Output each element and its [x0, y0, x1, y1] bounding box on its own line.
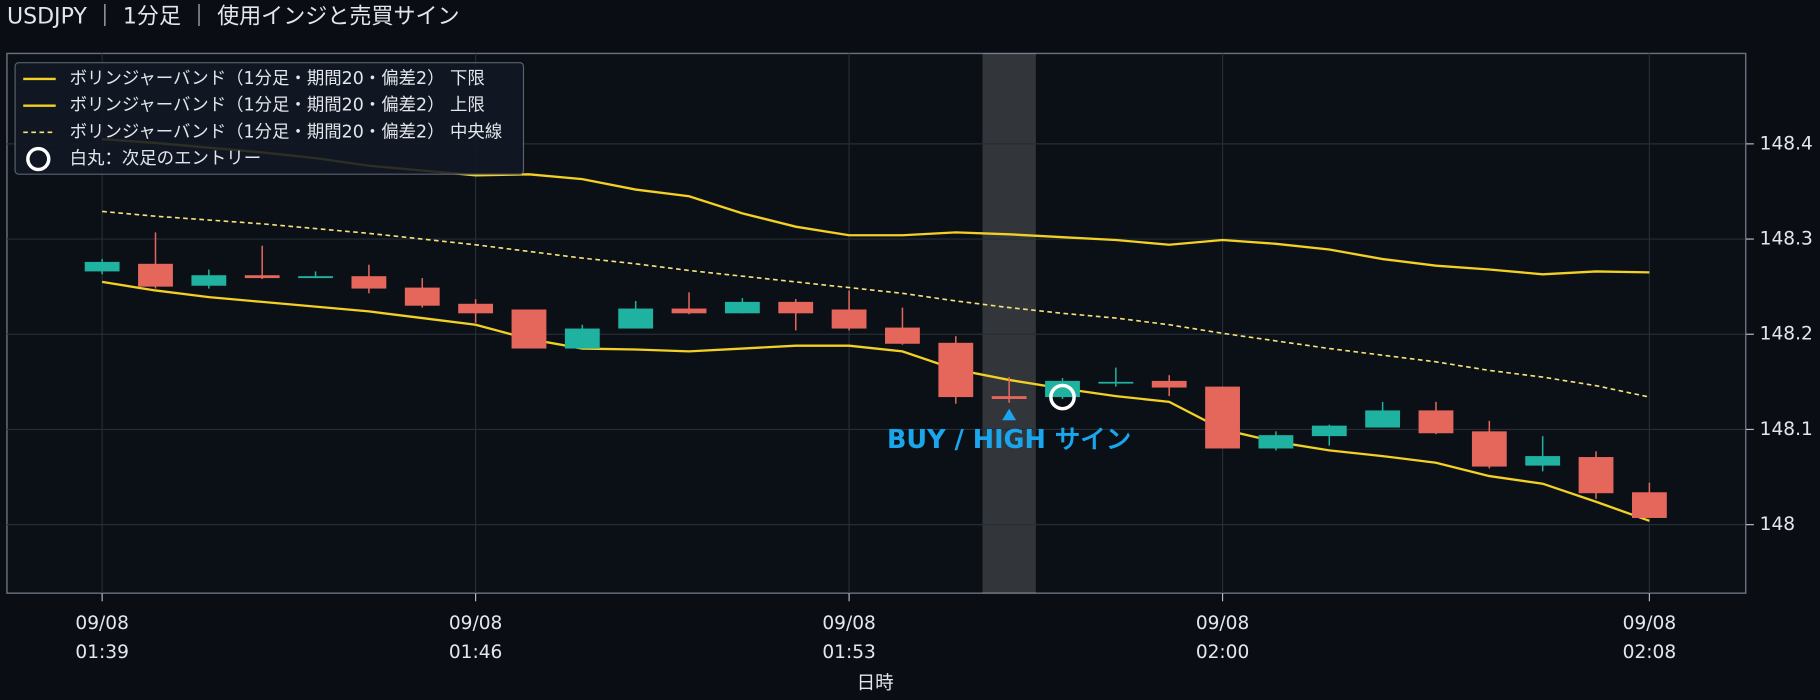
- candle-body: [671, 308, 707, 314]
- candle-body: [244, 275, 280, 279]
- y-tick-label: 148.2: [1760, 324, 1813, 345]
- x-tick-label: 09/08: [1196, 613, 1250, 634]
- candle-body: [511, 309, 547, 349]
- x-tick-label: 01:46: [449, 642, 503, 663]
- band-line: [101, 280, 1650, 522]
- y-tick-label: 148.1: [1760, 419, 1813, 440]
- candle-body: [458, 303, 494, 314]
- candle-body: [831, 309, 867, 329]
- legend: ボリンジャーバンド（1分足・期間20・偏差2） 下限ボリンジャーバンド（1分足・…: [14, 62, 525, 175]
- candle-body: [404, 287, 440, 306]
- candle-body: [564, 328, 600, 349]
- candle-body: [1631, 492, 1667, 518]
- entry-marker: [1049, 383, 1076, 411]
- candle-body: [778, 301, 814, 314]
- candle-body: [938, 342, 974, 398]
- x-tick-label: 09/08: [75, 613, 129, 634]
- candle-body: [1311, 425, 1347, 437]
- candle-body: [724, 301, 760, 314]
- candle-body: [138, 263, 173, 287]
- candle-body: [1578, 457, 1614, 494]
- legend-label: 白丸：次足のエントリー: [70, 149, 261, 169]
- candle-body: [1258, 435, 1294, 449]
- y-tick-label: 148: [1760, 514, 1795, 535]
- candle-body: [885, 327, 920, 344]
- candle-body: [1205, 386, 1240, 449]
- legend-box: [14, 62, 525, 175]
- legend-label: ボリンジャーバンド（1分足・期間20・偏差2） 中央線: [70, 122, 503, 142]
- x-tick-label: 02:08: [1623, 642, 1676, 663]
- candle-body: [298, 276, 333, 279]
- chart-title: USDJPY ｜ 1分足 ｜ 使用インジと売買サイン: [7, 3, 460, 29]
- signal-label: BUY / HIGH サイン: [887, 425, 1131, 455]
- x-tick-label: 09/08: [822, 613, 876, 634]
- marks: BUY / HIGH サイン: [84, 137, 1667, 522]
- x-tick-label: 09/08: [1623, 613, 1676, 634]
- legend-swatch: [26, 146, 51, 172]
- candle-body: [1045, 380, 1080, 398]
- candle-body: [1151, 380, 1187, 388]
- x-tick-label: 02:00: [1196, 642, 1250, 663]
- x-tick-label: 01:53: [822, 642, 876, 663]
- x-tick-label: 09/08: [449, 613, 503, 634]
- candle-body: [991, 396, 1027, 399]
- grid: 148 148.1 148.2 148.3 148.4 09/08 01:39 09/08 01…: [6, 53, 1813, 663]
- candle-body: [618, 308, 654, 329]
- y-tick-label: 148.4: [1760, 133, 1813, 154]
- buy-arrow: [1002, 408, 1017, 421]
- highlight-band: [982, 53, 1036, 594]
- candle-body: [1098, 381, 1134, 384]
- legend-label: ボリンジャーバンド（1分足・期間20・偏差2） 下限: [70, 69, 485, 89]
- candle-body: [191, 275, 227, 286]
- legend-label: ボリンジャーバンド（1分足・期間20・偏差2） 上限: [70, 96, 485, 116]
- candle-body: [1418, 410, 1454, 434]
- candle-body: [351, 276, 387, 289]
- candle-body: [1525, 456, 1561, 466]
- candle-body: [1365, 410, 1401, 428]
- x-tick-label: 01:39: [75, 642, 129, 663]
- candle-body: [1471, 431, 1507, 467]
- x-axis-label: 日時: [857, 673, 894, 694]
- candle-body: [84, 261, 120, 272]
- y-tick-label: 148.3: [1760, 229, 1813, 250]
